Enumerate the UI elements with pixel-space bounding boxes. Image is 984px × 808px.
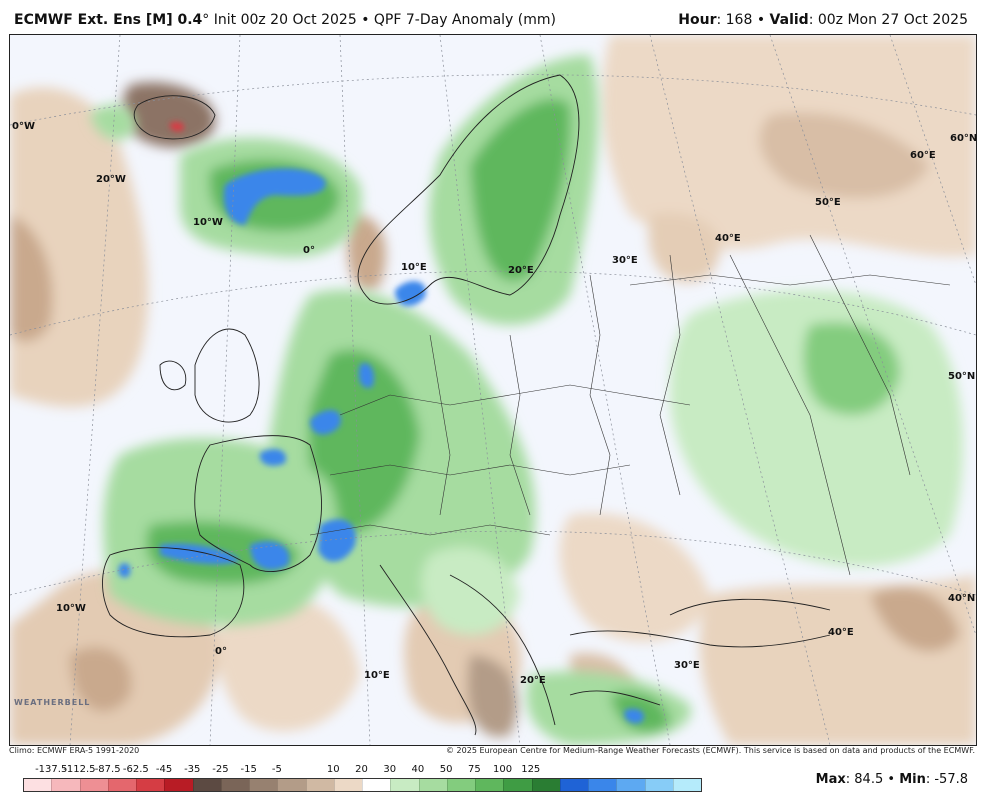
credits-bar: Climo: ECMWF ERA-5 1991-2020 © 2025 Euro… [9, 746, 975, 758]
lon-label-20e-bottom: 20°E [520, 675, 546, 686]
colorbar-tick-label: 75 [467, 764, 481, 775]
colorbar-tick-label: 10 [326, 764, 340, 775]
product-name: QPF 7-Day Anomaly (mm) [373, 12, 556, 28]
colorbar-swatch [418, 779, 447, 791]
lat-label-60n: 60°N [950, 133, 976, 144]
lon-label-20w: 20°W [96, 174, 126, 185]
colorbar-swatch [277, 779, 306, 791]
hour-label: Hour [678, 12, 717, 28]
lon-label-10e-bottom: 10°E [364, 670, 390, 681]
colorbar-swatch [136, 779, 165, 791]
colorbar-tick-label: 30 [383, 764, 397, 775]
colorbar-swatch [362, 779, 391, 791]
colorbar-swatch [446, 779, 475, 791]
lon-label-10w-bottom: 10°W [56, 603, 86, 614]
valid-bullet: • [756, 12, 766, 28]
max-label: Max [815, 772, 846, 787]
country-borders [309, 234, 951, 576]
lon-label-40e: 40°E [715, 233, 741, 244]
weatherbell-logo: WEATHERBELL [14, 698, 91, 707]
colorbar-tick-label: -35 [184, 764, 201, 775]
colorbar-tick-label: 125 [521, 764, 541, 775]
colorbar-swatch [249, 779, 278, 791]
init-time: Init 00z 20 Oct 2025 [213, 12, 357, 28]
colorbar-swatch [672, 779, 701, 791]
header: ECMWF Ext. Ens [M] 0.4° Init 00z 20 Oct … [0, 0, 984, 34]
dry-anomaly-layer [10, 35, 976, 745]
colorbar-tick-label: 100 [492, 764, 513, 775]
lon-label-50e: 50°E [815, 197, 841, 208]
colorbar-tick-labels: -137.5 -112.5 -87.5 -62.5 -45 -35 -25 -15 -5 10 20… [23, 764, 700, 776]
min-value: : -57.8 [925, 772, 968, 787]
header-valid: Hour: 168 • Valid: 00z Mon 27 Oct 2025 [678, 12, 968, 28]
colorbar-swatch [559, 779, 588, 791]
colorbar-swatch [24, 779, 52, 791]
degree-symbol: ° [202, 12, 210, 28]
graticule-labels: 0°W 20°W 10°W 0° 10°E 20°E 30°E 40°E 50°… [12, 121, 976, 686]
colorbar-swatch [588, 779, 617, 791]
colorbar-tick-label: -87.5 [94, 764, 121, 775]
lat-label-40n: 40°N [948, 593, 975, 604]
climo-credit: Climo: ECMWF ERA-5 1991-2020 [9, 746, 140, 755]
colorbar-tick-label: 40 [411, 764, 425, 775]
colorbar-swatch [390, 779, 419, 791]
colorbar-swatch [644, 779, 673, 791]
colorbar-swatch [192, 779, 221, 791]
colorbar-swatch [531, 779, 560, 791]
colorbar-swatch [305, 779, 334, 791]
map-panel: 0°W 20°W 10°W 0° 10°E 20°E 30°E 40°E 50°… [9, 34, 977, 746]
colorbar-swatch [475, 779, 504, 791]
colorbar-swatch [503, 779, 532, 791]
colorbar-tick-label: -45 [155, 764, 173, 775]
colorbar-swatch [616, 779, 645, 791]
valid-label: Valid [769, 12, 809, 28]
heavy-precip-cells [118, 121, 645, 724]
lon-label-0-bottom: 0° [215, 646, 227, 657]
hour-value: : 168 [716, 12, 753, 28]
anomaly-map: 0°W 20°W 10°W 0° 10°E 20°E 30°E 40°E 50°… [10, 35, 976, 745]
min-label: Min [899, 772, 926, 787]
colorbar-swatch [79, 779, 108, 791]
colorbar-tick-label: 20 [355, 764, 368, 775]
lon-label-30e: 30°E [612, 255, 638, 266]
lon-label-20e: 20°E [508, 265, 534, 276]
title-bullet: • [361, 12, 370, 28]
colorbar-swatch [220, 779, 249, 791]
colorbar-tick-label: -137.5 [35, 764, 68, 775]
coastlines [102, 74, 831, 736]
max-value: : 84.5 [845, 772, 884, 787]
colorbar-tick-label: -5 [271, 764, 282, 775]
colorbar-tick-label: -25 [212, 764, 229, 775]
stats-bullet: • [887, 772, 896, 787]
lon-label-0w-top: 0°W [12, 121, 35, 132]
max-min-stats: Max: 84.5 • Min: -57.8 [816, 772, 968, 787]
colorbar-tick-label: 50 [439, 764, 453, 775]
colorbar-tick-label: -62.5 [122, 764, 149, 775]
lon-label-10e: 10°E [401, 262, 427, 273]
lon-label-30e-bottom: 30°E [674, 660, 700, 671]
ecmwf-copyright: © 2025 European Centre for Medium-Range … [446, 746, 975, 755]
colorbar-swatch [333, 779, 362, 791]
lon-label-10w-top: 10°W [193, 217, 223, 228]
lon-label-40e-bottom: 40°E [828, 627, 854, 638]
lon-label-0: 0° [303, 245, 315, 256]
wet-anomaly-layer [90, 55, 964, 745]
lat-label-50n: 50°N [948, 371, 975, 382]
colorbar-swatch [107, 779, 136, 791]
header-title: ECMWF Ext. Ens [M] 0.4° Init 00z 20 Oct … [14, 12, 556, 28]
colorbar-swatch [51, 779, 80, 791]
colorbar [23, 778, 702, 792]
colorbar-tick-label: -15 [240, 764, 257, 775]
valid-value: : 00z Mon 27 Oct 2025 [808, 12, 968, 28]
colorbar-swatch [164, 779, 193, 791]
lon-label-60e: 60°E [910, 150, 936, 161]
graticule [10, 35, 976, 745]
model-name: ECMWF Ext. Ens [M] 0.4 [14, 12, 203, 28]
colorbar-tick-label: -112.5 [63, 764, 96, 775]
